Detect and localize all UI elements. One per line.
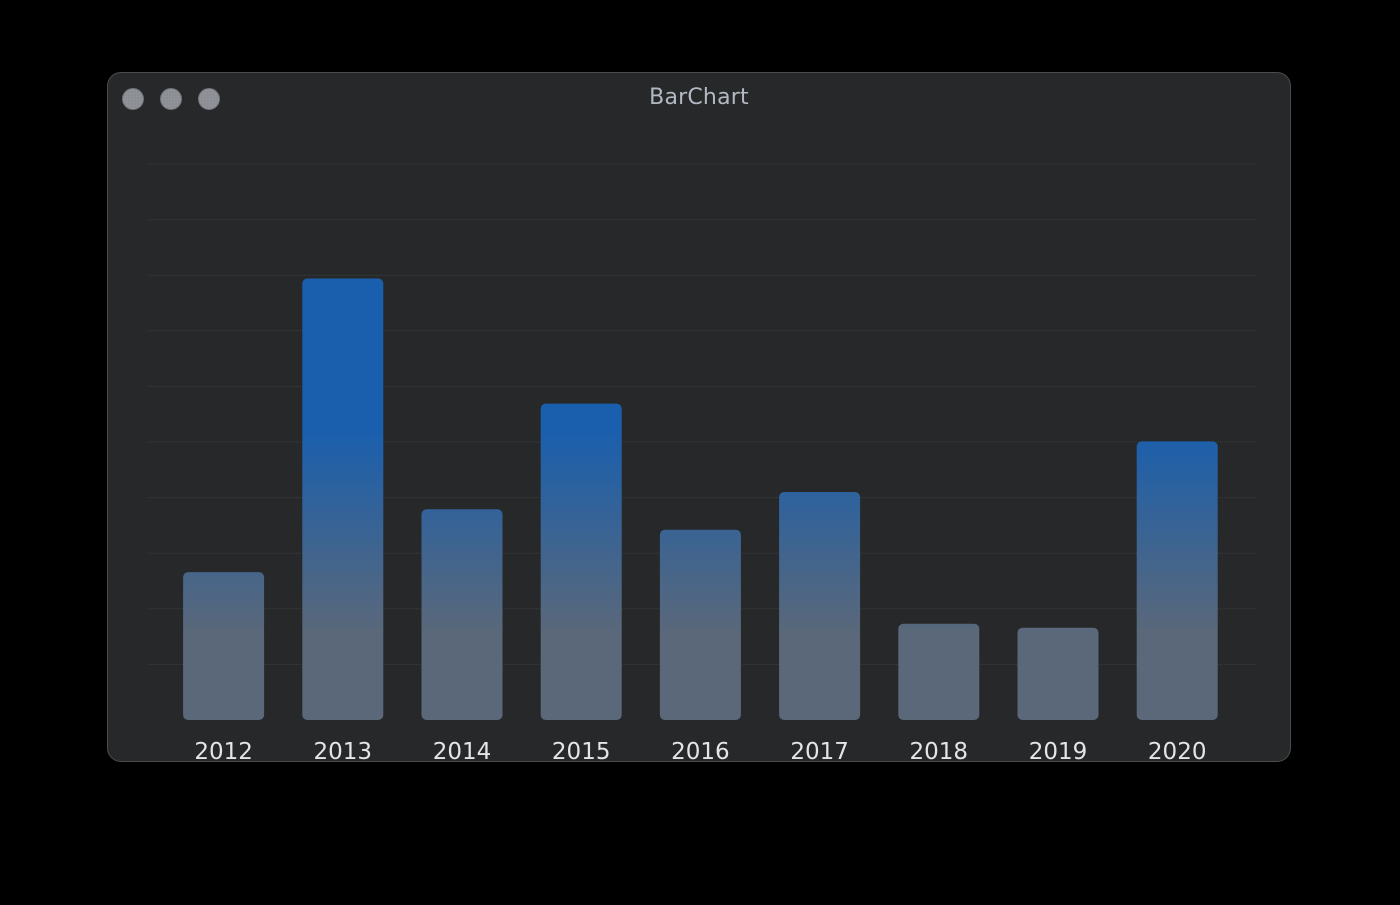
bar-2019	[1017, 627, 1099, 720]
bar-2014	[421, 509, 503, 720]
x-tick-label-2012: 2012	[194, 739, 253, 762]
bars	[183, 278, 1218, 720]
x-tick-label-2020: 2020	[1148, 739, 1207, 762]
bar-2013	[302, 278, 384, 720]
minimize-window-button[interactable]	[160, 88, 182, 110]
zoom-window-button[interactable]	[198, 88, 220, 110]
x-tick-label-2017: 2017	[790, 739, 849, 762]
bar-2012	[183, 572, 265, 720]
bar-2018	[898, 623, 980, 720]
bar-2020	[1136, 441, 1218, 720]
bar-2016	[659, 529, 741, 720]
x-tick-label-2019: 2019	[1029, 739, 1088, 762]
x-tick-label-2015: 2015	[552, 739, 611, 762]
bar-2015	[540, 403, 622, 720]
bar-2017	[779, 492, 861, 720]
x-tick-label-2014: 2014	[433, 739, 492, 762]
x-tick-label-2018: 2018	[910, 739, 969, 762]
bar-chart: 2012 2013 2014 2015 2016 2017 2018 2019 2020	[148, 163, 1256, 762]
x-tick-label-2013: 2013	[314, 739, 373, 762]
x-tick-label-2016: 2016	[671, 739, 730, 762]
close-window-button[interactable]	[122, 88, 144, 110]
window-title: BarChart	[649, 85, 749, 110]
app-window: BarChart 2012 2013 2014 2015 2016 2017 2018 201…	[107, 72, 1291, 762]
x-axis-labels: 2012 2013 2014 2015 2016 2017 2018 2019 2020	[194, 739, 1207, 762]
title-bar: BarChart	[108, 73, 1290, 125]
